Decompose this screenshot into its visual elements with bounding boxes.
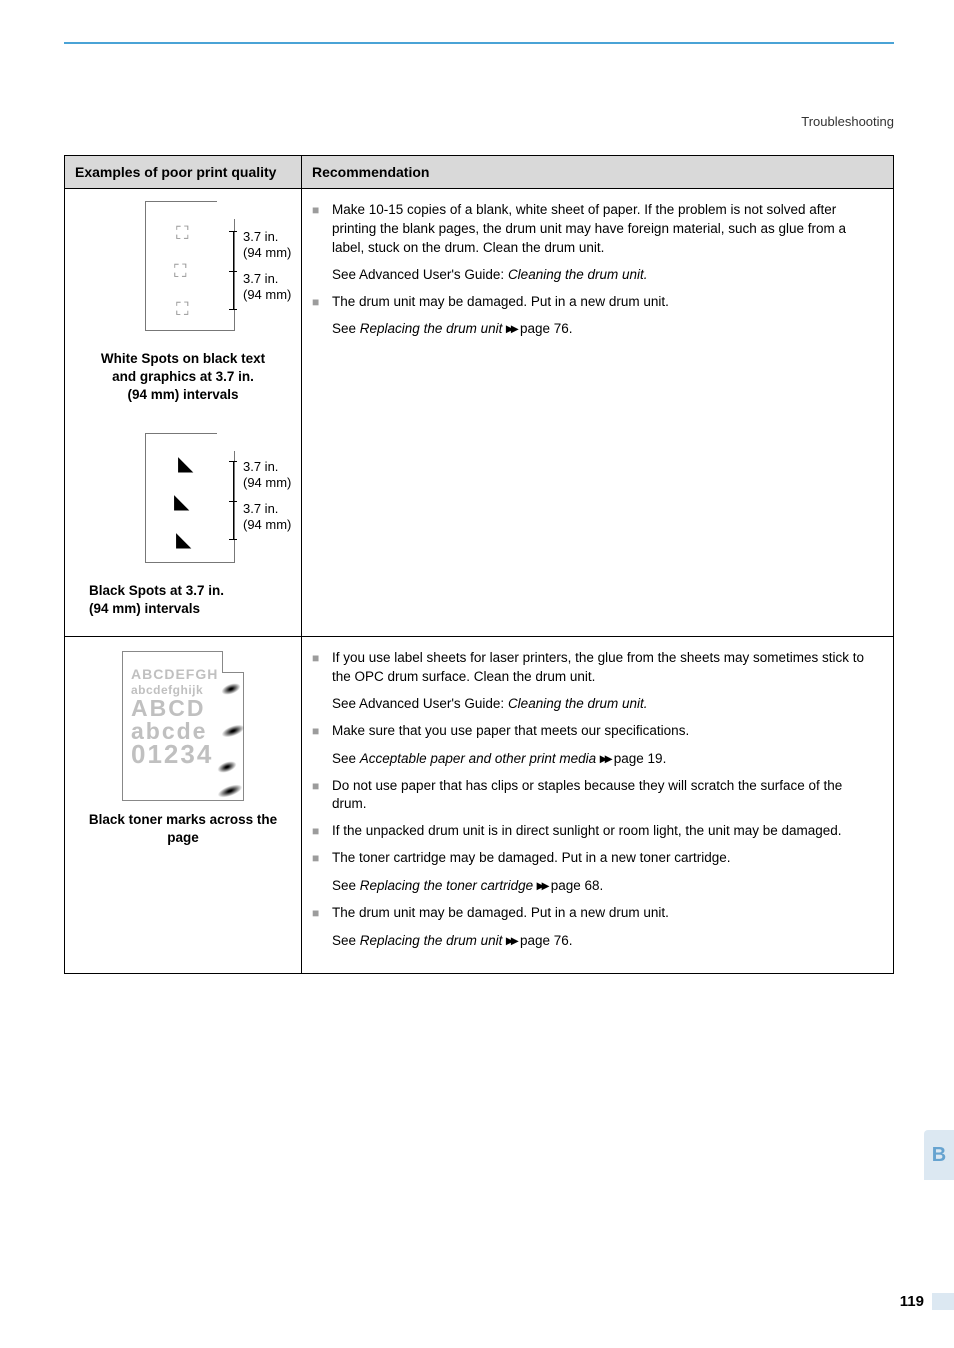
- caption-line: and graphics at 3.7 in.: [73, 368, 293, 386]
- section-tab-letter: B: [932, 1144, 946, 1167]
- bullet-item: If you use label sheets for laser printe…: [308, 649, 875, 714]
- bullet-item: The drum unit may be damaged. Put in a n…: [308, 293, 875, 340]
- bullet-item: Make sure that you use paper that meets …: [308, 722, 875, 769]
- white-spots-diagram: ⛶ ⛶ ⛶: [145, 201, 235, 331]
- dim-label: 3.7 in.: [243, 501, 278, 516]
- dim-label-mm: (94 mm): [243, 517, 291, 532]
- category-heading: Troubleshooting: [64, 114, 894, 129]
- black-spots-diagram: ◣ ◣ ◣: [145, 433, 235, 563]
- see-text: See: [332, 878, 360, 893]
- caption-line: (94 mm) intervals: [89, 600, 293, 618]
- bullet-text: The drum unit may be damaged. Put in a n…: [332, 905, 669, 920]
- quality-table: Examples of poor print quality Recommend…: [64, 155, 894, 974]
- see-text: See Advanced User's Guide:: [332, 696, 508, 711]
- see-text: See Advanced User's Guide:: [332, 267, 508, 282]
- see-link-italic: Cleaning the drum unit.: [508, 696, 648, 711]
- see-text: See: [332, 321, 360, 336]
- caption-line: Black toner marks across the: [73, 811, 293, 829]
- bullet-text: Do not use paper that has clips or stapl…: [332, 778, 842, 812]
- see-link-italic: Cleaning the drum unit.: [508, 267, 648, 282]
- dim-label-mm: (94 mm): [243, 287, 291, 302]
- bullet-item: The drum unit may be damaged. Put in a n…: [308, 904, 875, 951]
- see-text: See: [332, 751, 360, 766]
- caption-line: page: [73, 829, 293, 847]
- see-text: See: [332, 933, 360, 948]
- dim-label: 3.7 in.: [243, 229, 278, 244]
- bullet-item: The toner cartridge may be damaged. Put …: [308, 849, 875, 896]
- page-ref: page 19.: [610, 751, 666, 766]
- bullet-item: Make 10-15 copies of a blank, white shee…: [308, 201, 875, 285]
- section-tab: B: [924, 1130, 954, 1180]
- top-rule: [64, 42, 894, 44]
- dim-label: 3.7 in.: [243, 459, 278, 474]
- page-ref: page 76.: [516, 321, 572, 336]
- dim-label-mm: (94 mm): [243, 475, 291, 490]
- page-number-bar: [932, 1293, 954, 1310]
- caption-line: (94 mm) intervals: [73, 386, 293, 404]
- page-ref: page 68.: [547, 878, 603, 893]
- see-link-italic: Replacing the toner cartridge: [360, 878, 533, 893]
- bullet-text: If the unpacked drum unit is in direct s…: [332, 823, 842, 838]
- see-link-italic: Replacing the drum unit: [360, 933, 503, 948]
- see-link-italic: Acceptable paper and other print media: [360, 751, 596, 766]
- recommendation-cell-spots: Make 10-15 copies of a blank, white shee…: [302, 189, 894, 637]
- bullet-text: Make 10-15 copies of a blank, white shee…: [332, 202, 846, 255]
- bullet-text: The drum unit may be damaged. Put in a n…: [332, 294, 669, 309]
- table-header-examples: Examples of poor print quality: [65, 156, 302, 189]
- page-ref: page 76.: [516, 933, 572, 948]
- caption-line: White Spots on black text: [73, 350, 293, 368]
- caption-line: Black Spots at 3.7 in.: [89, 582, 293, 600]
- see-link-italic: Replacing the drum unit: [360, 321, 503, 336]
- recommendation-cell-toner: If you use label sheets for laser printe…: [302, 637, 894, 974]
- example-cell-toner: ABCDEFGH abcdefghijk ABCD abcde 01234 Bl…: [65, 637, 302, 974]
- table-header-recommendation: Recommendation: [302, 156, 894, 189]
- toner-marks-diagram: ABCDEFGH abcdefghijk ABCD abcde 01234: [122, 651, 244, 801]
- dim-label-mm: (94 mm): [243, 245, 291, 260]
- bullet-text: If you use label sheets for laser printe…: [332, 650, 864, 684]
- chevron-icon: ▸▸: [506, 320, 516, 336]
- bullet-text: Make sure that you use paper that meets …: [332, 723, 689, 738]
- page-number: 119: [900, 1293, 924, 1310]
- example-cell-spots: ⛶ ⛶ ⛶ 3.7 in. (94 mm) 3.7 in.: [65, 189, 302, 637]
- dim-label: 3.7 in.: [243, 271, 278, 286]
- bullet-item: Do not use paper that has clips or stapl…: [308, 777, 875, 815]
- bullet-item: If the unpacked drum unit is in direct s…: [308, 822, 875, 841]
- chevron-icon: ▸▸: [506, 932, 516, 948]
- chevron-icon: ▸▸: [537, 877, 547, 893]
- bullet-text: The toner cartridge may be damaged. Put …: [332, 850, 730, 865]
- chevron-icon: ▸▸: [600, 750, 610, 766]
